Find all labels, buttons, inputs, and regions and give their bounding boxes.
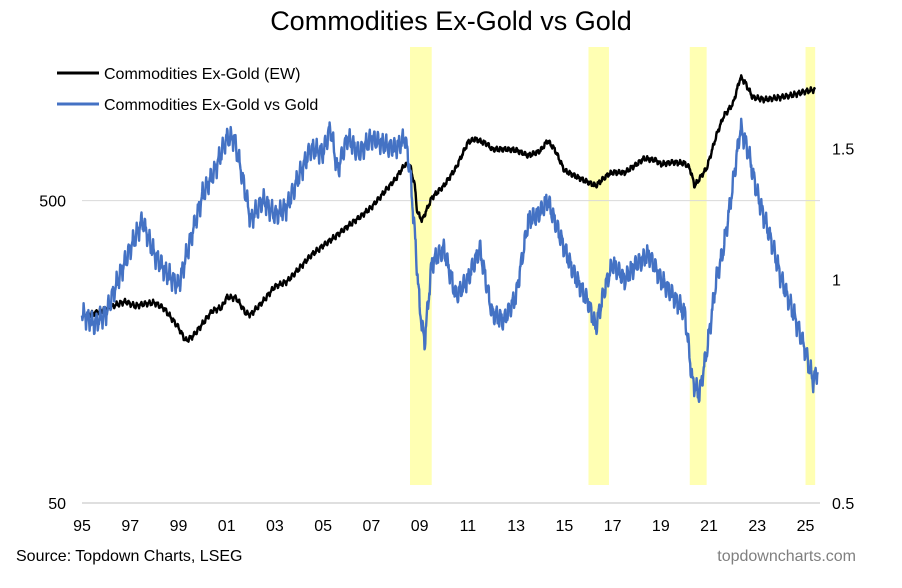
right-y-tick-label: 1.5	[832, 142, 854, 159]
x-tick-label: 13	[507, 518, 525, 535]
x-tick-label: 15	[555, 518, 573, 535]
x-tick-label: 03	[266, 518, 284, 535]
x-tick-label: 07	[363, 518, 381, 535]
highlight-band-0	[410, 47, 432, 485]
legend: Commodities Ex-Gold (EW) Commodities Ex-G…	[57, 66, 318, 114]
right-y-tick-label: 0.5	[832, 496, 854, 513]
x-tick-label: 23	[748, 518, 766, 535]
series-line-0	[80, 74, 816, 343]
x-tick-label: 11	[460, 518, 477, 535]
highlight-bands	[410, 47, 816, 485]
highlight-band-1	[588, 47, 609, 485]
x-tick-label: 17	[604, 518, 622, 535]
series-lines	[80, 74, 819, 403]
watermark-text: topdowncharts.com	[717, 548, 856, 565]
x-tick-label: 05	[314, 518, 332, 535]
highlight-band-3	[805, 47, 816, 485]
chart-title: Commodities Ex-Gold vs Gold	[270, 6, 632, 36]
x-tick-label: 09	[411, 518, 429, 535]
grid-lines	[82, 200, 820, 504]
series-line-1	[80, 117, 819, 403]
x-tick-label: 19	[652, 518, 670, 535]
right-y-tick-label: 1	[832, 272, 841, 289]
legend-label-0: Commodities Ex-Gold (EW)	[104, 66, 300, 83]
x-tick-label: 01	[218, 518, 236, 535]
x-tick-label: 97	[121, 518, 139, 535]
x-tick-label: 99	[170, 518, 188, 535]
y-axis-ticks: 500 50 1.5 1 0.5	[39, 142, 854, 513]
x-axis-ticks: 95 97 99 01 03 05 07 09 11 13 15 17 19 21 23 25	[73, 518, 814, 535]
x-tick-label: 21	[700, 518, 718, 535]
highlight-band-2	[689, 47, 707, 485]
source-note: Source: Topdown Charts, LSEG	[16, 548, 243, 565]
x-tick-label: 25	[797, 518, 815, 535]
legend-label-1: Commodities Ex-Gold vs Gold	[104, 97, 318, 114]
left-y-tick-label: 500	[39, 194, 66, 211]
x-tick-label: 95	[73, 518, 91, 535]
left-y-tick-label: 50	[48, 496, 66, 513]
